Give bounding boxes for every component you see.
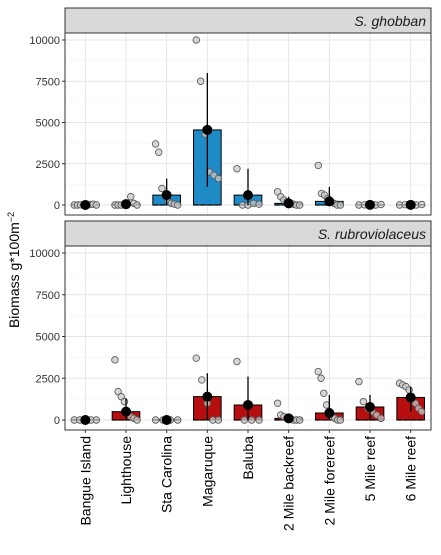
data-point <box>120 397 129 406</box>
y-tick-label: 5000 <box>36 332 60 344</box>
x-tick-label: Sta Carolina <box>159 436 175 513</box>
data-point <box>196 77 205 85</box>
data-point <box>418 407 426 416</box>
data-point <box>273 399 282 407</box>
y-axis-label-superscript: −2 <box>6 212 16 222</box>
data-point <box>418 200 426 209</box>
x-tick-label: 2 Mile forereef <box>321 436 337 526</box>
panel-title: S. ghobban <box>354 13 426 29</box>
data-point <box>151 140 160 148</box>
mean-point <box>324 196 335 207</box>
data-point <box>355 377 363 386</box>
mean-point <box>161 190 172 201</box>
panel-2: S. rubroviolaceus 0 2500 5000 7500 10000 <box>29 220 432 431</box>
mean-point <box>243 399 253 410</box>
mean-point <box>161 415 172 425</box>
data-point <box>233 357 241 366</box>
panel-strip <box>64 7 432 34</box>
y-tick-label: 0 <box>54 200 60 212</box>
data-point <box>151 416 160 424</box>
mean-point <box>405 392 416 403</box>
data-point <box>405 386 413 394</box>
y-tick-label: 2500 <box>36 373 60 385</box>
data-point <box>111 356 119 364</box>
mean-point <box>243 190 253 201</box>
data-point <box>314 367 322 376</box>
x-tick-label: Bangue Island <box>77 436 93 526</box>
mean-point <box>121 406 131 417</box>
data-point <box>336 416 345 424</box>
data-point <box>214 416 223 424</box>
y-axis-label-main: Biomass g*100m <box>6 222 22 328</box>
y-tick-label: 7500 <box>36 290 60 302</box>
panel-border <box>64 32 432 216</box>
data-point <box>377 414 385 423</box>
data-point <box>214 174 223 183</box>
data-point <box>255 200 263 208</box>
x-tick-label: 6 Mile reef <box>403 436 419 501</box>
data-point <box>336 201 345 209</box>
x-tick-label: Baluba <box>240 436 256 480</box>
panel-title: S. rubroviolaceus <box>318 226 426 242</box>
data-point <box>133 201 141 209</box>
data-point <box>247 416 256 424</box>
x-tick-label: 2 Mile backreef <box>281 436 297 531</box>
mean-point <box>121 199 131 210</box>
data-point <box>255 416 263 424</box>
mean-point <box>324 407 335 418</box>
data-point <box>92 201 101 209</box>
data-point <box>296 201 304 209</box>
y-axis-label: Biomass g*100m−2 <box>6 212 22 328</box>
mean-point <box>80 415 91 425</box>
data-point <box>198 376 206 384</box>
data-point <box>192 354 200 362</box>
y-tick-label: 5000 <box>36 118 60 130</box>
y-tick-label: 10000 <box>29 248 60 260</box>
data-point <box>192 36 200 44</box>
data-point <box>314 161 322 170</box>
x-tick-label: Lighthouse <box>118 436 134 505</box>
mean-point <box>80 200 91 210</box>
mean-point <box>202 391 213 402</box>
data-point <box>158 184 166 193</box>
data-point <box>92 416 101 424</box>
x-tick-label: 5 Mile reef <box>362 436 378 501</box>
data-point <box>320 389 328 397</box>
data-point <box>240 416 249 424</box>
x-axis-tick-labels: Bangue Island Lighthouse Sta Carolina Magar… <box>77 430 419 531</box>
mean-point <box>365 199 375 210</box>
mean-point <box>283 198 294 209</box>
data-point <box>317 374 325 382</box>
mean-point <box>202 124 213 135</box>
data-point <box>296 416 304 424</box>
mean-point <box>365 401 375 412</box>
y-tick-label: 2500 <box>36 159 60 171</box>
mean-point <box>283 413 294 424</box>
data-point <box>127 193 135 201</box>
data-point <box>359 397 368 406</box>
data-point <box>174 201 182 209</box>
data-point <box>377 200 385 209</box>
panel-1: S. ghobban 0 2500 5000 7500 10000 <box>29 7 432 216</box>
data-point <box>155 148 163 156</box>
data-point <box>133 416 141 424</box>
x-tick-label: Magaruque <box>199 436 215 507</box>
y-tick-label: 0 <box>54 415 60 427</box>
data-point <box>174 416 182 424</box>
y-tick-label: 10000 <box>29 35 60 47</box>
mean-point <box>405 199 416 210</box>
y-tick-label: 7500 <box>36 76 60 88</box>
data-point <box>233 164 241 173</box>
